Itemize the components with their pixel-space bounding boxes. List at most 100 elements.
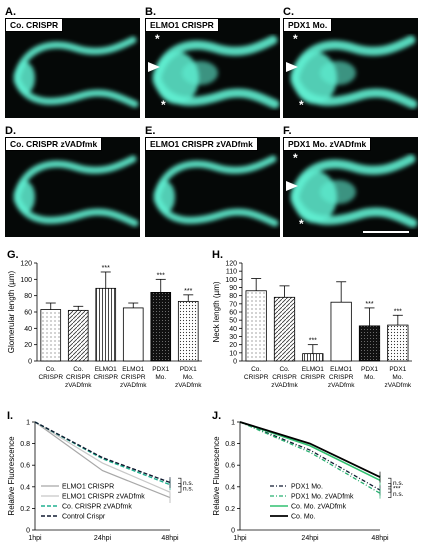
significance-bracket [388,483,392,493]
y-tick-label: 120 [20,261,32,268]
significance-label: *** [393,485,401,492]
arrowhead-shape [286,62,298,72]
y-tick-label: 40 [229,326,237,333]
significance-label: n.s. [183,480,194,487]
bar [95,287,117,362]
x-tick-label: Co. [46,366,56,373]
x-tick-label: 1hpi [233,535,247,542]
y-tick-label: 60 [24,310,32,317]
x-tick-label: CRISPR [272,374,297,381]
x-tick-label: zVADfmk [120,382,147,389]
arrowhead-marker [148,62,160,72]
y-tick-label: 0 [231,528,235,535]
x-tick-label: Co. [251,366,261,373]
panel-letter: G. [7,249,19,261]
arrowhead-shape [148,62,160,72]
bar [67,309,89,362]
x-tick-label: PDX1 [389,366,406,373]
significance-bracket [388,477,392,488]
significance-label: *** [102,265,110,272]
arrowhead-marker [286,62,298,72]
y-tick-label: 0.4 [225,484,235,491]
significance-label: *** [184,288,192,295]
y-tick-label: 30 [229,334,237,341]
pronephros-fluorescence [290,154,418,228]
cyst-region [182,61,218,85]
y-axis-label: Relative Fluorescence [7,436,16,516]
x-tick-label: ELMO1 [330,366,352,373]
x-tick-label: zVADfmk [385,382,412,389]
bar [150,292,172,362]
x-tick-label: Mo. [364,374,375,381]
bar [358,325,381,362]
x-tick-label: Mo. [183,374,194,381]
arrowhead-marker [286,181,298,191]
micrograph-title: ELMO1 CRISPR [145,18,219,32]
y-tick-label: 60 [229,310,237,317]
panel-letter: H. [212,249,223,261]
panel-letter: F. [283,125,292,137]
significance-label: *** [157,272,165,279]
x-tick-label: 48hpi [371,535,389,542]
x-tick-label: CRISPR [244,374,269,381]
upper-duct [13,36,137,80]
bar [40,309,62,362]
legend-label: PDX1 Mo. zVADfmk [291,494,354,501]
y-tick-label: 70 [229,301,237,308]
y-tick-label: 0 [233,359,237,366]
micrograph-title: PDX1 Mo. zVADfmk [283,137,372,151]
y-tick-label: 40 [24,326,32,333]
series-line [34,421,171,499]
asterisk-marker: * [161,98,166,112]
micrograph-title: Co. CRISPR zVADfmk [5,137,103,151]
y-tick-label: 0.6 [225,463,235,470]
line-chart: I. 0 0.2 0.4 0.6 0.8 1 1hpi 24hpi 48hpi Relative F… [7,410,194,542]
x-tick-label: CRISPR [301,374,326,381]
x-tick-label: Co. [279,366,289,373]
micrograph-image: ELMO1 CRISPR * * [145,18,280,118]
asterisk-marker: * [299,217,304,231]
x-tick-label: ELMO1 [302,366,324,373]
significance-bracket [178,483,182,493]
significance-label: n.s. [393,491,404,498]
upper-duct [153,155,277,199]
asterisk-marker: * [293,151,298,165]
x-tick-label: CRISPR [329,374,354,381]
y-tick-label: 0.8 [225,441,235,448]
micrograph-image: Co. CRISPR [5,18,140,118]
y-tick-label: 120 [225,261,237,268]
bar [245,290,267,362]
y-tick-label: 100 [225,277,237,284]
pronephros-fluorescence [152,35,280,109]
series-line [34,421,171,484]
bar [177,300,199,362]
y-axis-label: Glomerular length (µm) [7,270,16,353]
y-tick-label: 1 [231,420,235,427]
pronephros-fluorescence [13,36,139,108]
x-tick-label: 1hpi [28,535,42,542]
panel-letter: D. [5,125,16,137]
x-tick-label: PDX1 [180,366,197,373]
x-tick-label: zVADfmk [271,382,298,389]
legend-label: Co. Mo. zVADfmk [291,504,347,511]
y-tick-label: 1 [26,420,30,427]
y-tick-label: 0.6 [20,463,30,470]
glomerulus [15,181,35,213]
y-tick-label: 20 [229,342,237,349]
y-tick-label: 0.2 [225,506,235,513]
bar [302,353,324,362]
x-tick-label: CRISPR [66,374,91,381]
micrograph-image: Co. CRISPR zVADfmk [5,137,140,237]
y-axis-label: Neck length (µm) [212,281,221,342]
x-tick-label: 48hpi [161,535,179,542]
pronephros-fluorescence [13,155,139,227]
y-tick-label: 0 [28,359,32,366]
legend-label: ELMO1 CRISPR [62,484,114,491]
y-tick-label: 100 [20,277,32,284]
series-line [239,421,381,482]
y-tick-label: 50 [229,318,237,325]
panel-letter: I. [7,410,13,422]
asterisk-marker: * [155,32,160,46]
legend-label: ELMO1 CRISPR zVADfmk [62,494,145,501]
cyst-region [320,61,356,85]
